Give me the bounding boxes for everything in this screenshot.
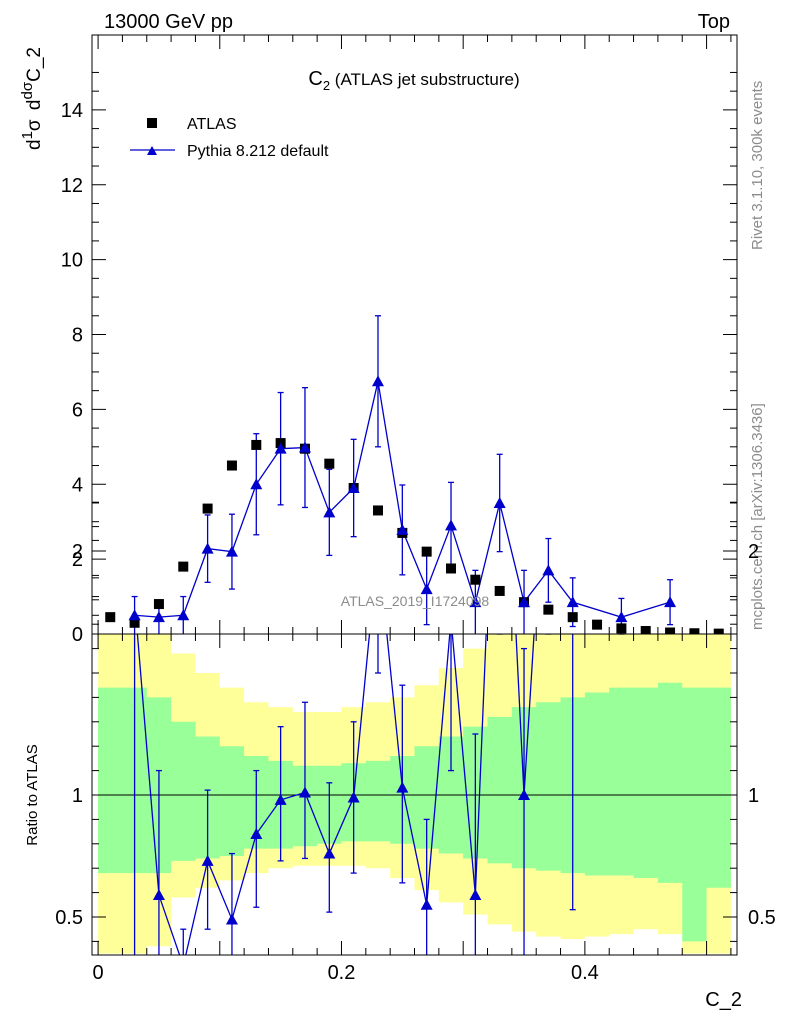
ylabel-main-text: d1σ ddσC_2 bbox=[19, 47, 45, 150]
pythia-point bbox=[664, 596, 677, 608]
main-ytick-label: 10 bbox=[61, 250, 83, 272]
ratio-panel: 0.5 0.51 12 20 0.2 0.4 Ratio to ATLAS bbox=[24, 501, 776, 984]
ratio-ytick-label-right: 1 bbox=[748, 785, 759, 807]
main-ytick-label: 8 bbox=[72, 325, 83, 347]
rivet-label: Rivet 3.1.10, 300k events bbox=[749, 81, 766, 250]
atlas-point bbox=[446, 563, 457, 574]
atlas-point bbox=[616, 623, 627, 634]
ratio-point bbox=[274, 793, 287, 805]
plot-title: C2 (ATLAS jet substructure) bbox=[308, 68, 519, 93]
ratio-point bbox=[225, 913, 238, 925]
main-ytick-label: 14 bbox=[61, 100, 83, 122]
xtick-label: 0.2 bbox=[328, 962, 356, 984]
atlas-point bbox=[105, 612, 116, 623]
header-right: Top bbox=[698, 11, 730, 33]
atlas-point bbox=[567, 612, 578, 623]
ratio-ytick-label: 0.5 bbox=[55, 907, 83, 929]
atlas-point bbox=[372, 505, 383, 516]
pythia-point bbox=[225, 545, 238, 557]
ratio-band-layer bbox=[98, 634, 731, 954]
pythia-point bbox=[371, 375, 384, 387]
pythia-point bbox=[493, 496, 506, 508]
legend-atlas-label: ATLAS bbox=[187, 116, 237, 133]
ratio-line bbox=[136, 634, 535, 955]
plot-title-main: C bbox=[308, 68, 322, 90]
legend-atlas-marker bbox=[147, 118, 157, 128]
watermark: ATLAS_2019_I1724098 bbox=[341, 593, 490, 609]
pythia-point bbox=[298, 441, 311, 453]
xtick-label: 0.4 bbox=[571, 962, 599, 984]
main-data-layer bbox=[105, 315, 724, 634]
atlas-point bbox=[665, 627, 676, 634]
xlabel: C_2 bbox=[705, 989, 742, 1011]
ratio-point bbox=[347, 791, 360, 803]
main-axis-layer: 0 2 4 6 8 10 12 14 bbox=[61, 35, 737, 646]
atlas-point bbox=[129, 617, 140, 628]
pythia-point bbox=[615, 611, 628, 623]
main-ytick-label: 12 bbox=[61, 175, 83, 197]
main-ytick-label: 6 bbox=[72, 399, 83, 421]
atlas-point bbox=[713, 628, 724, 634]
ratio-ytick-label: 1 bbox=[72, 785, 83, 807]
pythia-point bbox=[177, 609, 190, 621]
pythia-point bbox=[469, 596, 482, 608]
pythia-point bbox=[323, 506, 336, 518]
pythia-point bbox=[274, 442, 287, 454]
ratio-ytick-label-right: 0.5 bbox=[748, 907, 776, 929]
pythia-point bbox=[152, 611, 165, 623]
atlas-point bbox=[251, 439, 262, 450]
ratio-point bbox=[152, 889, 165, 901]
atlas-point bbox=[470, 574, 481, 585]
atlas-point bbox=[178, 561, 189, 572]
plot-title-rest: (ATLAS jet substructure) bbox=[335, 70, 520, 89]
xtick-label: 0 bbox=[93, 962, 104, 984]
pythia-point bbox=[566, 596, 579, 608]
atlas-point bbox=[592, 619, 603, 630]
ylabel-main: d1σ ddσC_2 bbox=[19, 47, 45, 150]
ratio-ytick-label: 2 bbox=[72, 541, 83, 563]
atlas-point bbox=[689, 628, 700, 634]
atlas-point bbox=[153, 599, 164, 610]
main-ytick-label: 4 bbox=[72, 474, 83, 496]
pythia-point bbox=[396, 523, 409, 535]
ratio-point bbox=[298, 786, 311, 798]
pythia-point bbox=[250, 478, 263, 490]
ratio-point bbox=[250, 828, 263, 840]
pythia-point bbox=[128, 609, 141, 621]
main-ytick-label: 2 bbox=[72, 549, 83, 571]
ratio-point bbox=[518, 789, 531, 800]
ylabel-ratio: Ratio to ATLAS bbox=[24, 744, 41, 845]
ratio-point bbox=[323, 847, 336, 859]
atlas-point bbox=[324, 458, 335, 469]
ratio-point bbox=[396, 781, 409, 793]
atlas-point bbox=[494, 585, 505, 596]
atlas-point bbox=[226, 460, 237, 471]
ratio-data-layer bbox=[133, 634, 625, 955]
mcplots-label: mcplots.cern.ch [arXiv:1306.3436] bbox=[749, 403, 766, 630]
pythia-point bbox=[347, 481, 360, 493]
atlas-point bbox=[421, 546, 432, 557]
atlas-point bbox=[640, 626, 651, 634]
legend-pythia-marker bbox=[147, 146, 157, 155]
ratio-point bbox=[420, 898, 433, 910]
legend: ATLAS Pythia 8.212 default bbox=[130, 116, 329, 160]
ratio-point bbox=[201, 854, 214, 866]
pythia-point bbox=[518, 596, 531, 608]
atlas-point bbox=[543, 604, 554, 615]
legend-pythia-label: Pythia 8.212 default bbox=[187, 143, 329, 160]
plot-title-sub: 2 bbox=[323, 78, 330, 93]
ratio-series bbox=[133, 634, 625, 955]
pythia-point bbox=[445, 519, 458, 531]
header-left: 13000 GeV pp bbox=[104, 11, 233, 33]
pythia-point bbox=[542, 564, 555, 576]
pythia-point bbox=[201, 542, 214, 554]
pythia-point bbox=[420, 583, 433, 595]
atlas-point bbox=[202, 503, 213, 514]
ratio-axis-layer: 0.5 0.51 12 20 0.2 0.4 bbox=[55, 501, 776, 984]
ratio-ytick-label-right: 2 bbox=[748, 541, 759, 563]
main-ytick-label: 0 bbox=[72, 624, 83, 646]
ratio-point bbox=[469, 889, 482, 901]
